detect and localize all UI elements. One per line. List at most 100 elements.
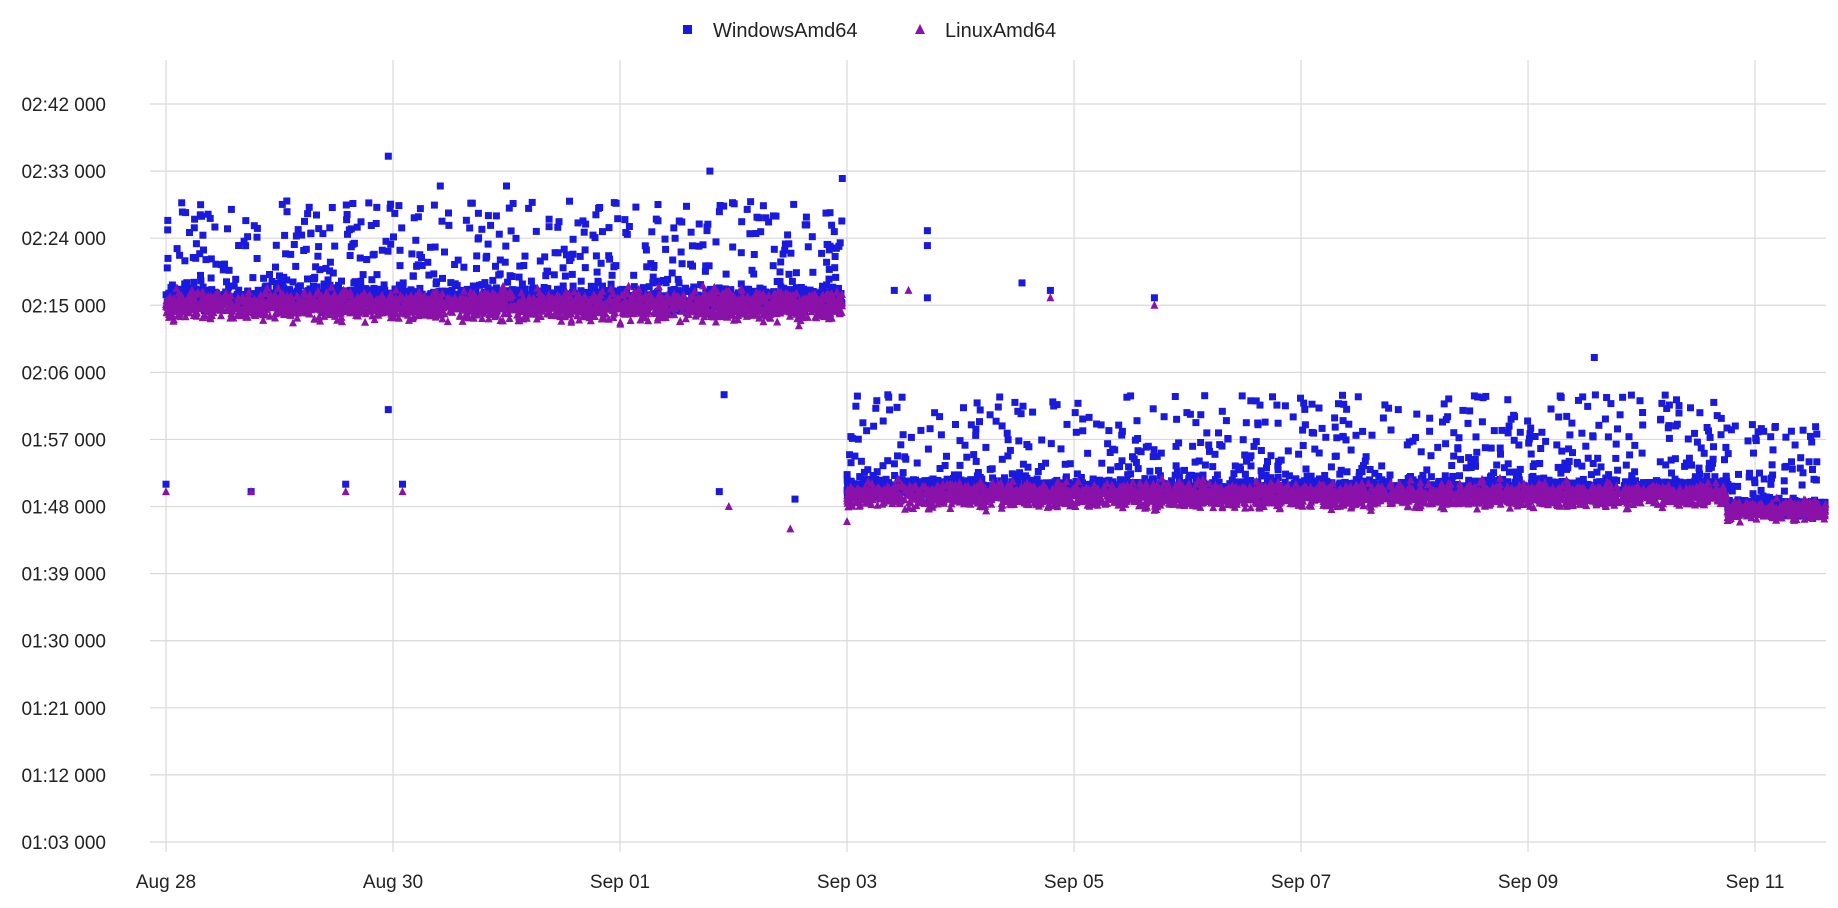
point-windowsamd64 [1333,434,1341,442]
point-windowsamd64 [1536,460,1544,467]
point-windowsamd64 [890,460,898,468]
point-windowsamd64 [1211,450,1219,458]
point-windowsamd64 [1569,449,1576,457]
point-windowsamd64 [1478,418,1486,426]
point-windowsamd64 [1021,472,1029,480]
point-windowsamd64 [1589,460,1597,467]
point-windowsamd64 [1175,473,1183,481]
point-windowsamd64 [1173,467,1181,475]
point-windowsamd64 [1116,476,1124,484]
point-windowsamd64 [460,263,468,271]
point-windowsamd64 [1515,472,1523,480]
point-windowsamd64 [304,210,312,218]
point-windowsamd64 [495,271,503,279]
point-windowsamd64 [1426,427,1434,435]
point-windowsamd64 [1366,466,1374,473]
point-windowsamd64 [1403,441,1411,449]
point-windowsamd64 [1150,446,1158,454]
point-windowsamd64 [287,250,295,258]
point-windowsamd64 [416,205,424,213]
point-windowsamd64 [976,406,984,414]
point-windowsamd64 [1343,468,1351,476]
point-windowsamd64 [859,419,867,427]
point-windowsamd64 [1590,354,1598,361]
point-windowsamd64 [1782,433,1790,441]
point-windowsamd64 [313,284,321,292]
point-windowsamd64 [396,246,404,254]
point-windowsamd64 [1173,415,1181,423]
point-windowsamd64 [1332,452,1340,460]
point-windowsamd64 [518,280,526,288]
point-windowsamd64 [1504,460,1512,468]
point-windowsamd64 [803,221,811,229]
point-windowsamd64 [1568,419,1576,427]
point-windowsamd64 [879,417,887,425]
point-windowsamd64 [702,262,710,270]
point-windowsamd64 [937,431,945,439]
y-tick-label: 01:48 000 [21,498,106,519]
point-windowsamd64 [390,233,397,241]
point-windowsamd64 [1013,471,1021,479]
point-windowsamd64 [931,409,939,417]
point-windowsamd64 [1498,426,1506,434]
point-windowsamd64 [755,214,763,222]
point-windowsamd64 [1687,404,1694,412]
point-windowsamd64 [326,258,334,266]
point-windowsamd64 [1224,435,1232,443]
point-windowsamd64 [295,290,303,298]
point-windowsamd64 [1171,393,1179,400]
point-windowsamd64 [1745,473,1753,481]
point-windowsamd64 [1419,471,1427,479]
point-windowsamd64 [923,294,931,302]
point-windowsamd64 [847,459,855,467]
point-windowsamd64 [525,204,533,212]
point-windowsamd64 [743,205,751,213]
point-windowsamd64 [1111,446,1119,454]
x-tick-label: Aug 28 [136,872,196,893]
point-windowsamd64 [1617,486,1625,494]
point-windowsamd64 [785,270,793,278]
point-windowsamd64 [1656,458,1664,466]
point-windowsamd64 [1057,445,1065,453]
point-windowsamd64 [1527,424,1535,432]
point-windowsamd64 [1084,481,1092,489]
point-windowsamd64 [1673,420,1681,428]
point-windowsamd64 [847,478,855,486]
point-windowsamd64 [970,451,978,459]
point-windowsamd64 [1696,409,1704,417]
point-windowsamd64 [1612,454,1620,462]
point-windowsamd64 [750,288,758,296]
point-windowsamd64 [898,393,906,401]
point-windowsamd64 [589,231,597,239]
point-windowsamd64 [1450,429,1458,437]
point-windowsamd64 [1442,416,1450,424]
point-windowsamd64 [1688,461,1695,469]
point-windowsamd64 [894,452,901,460]
point-windowsamd64 [1591,391,1599,399]
point-windowsamd64 [179,289,187,297]
point-windowsamd64 [1471,456,1479,463]
point-windowsamd64 [777,258,785,266]
point-windowsamd64 [1467,464,1475,471]
point-windowsamd64 [1673,396,1680,404]
point-windowsamd64 [1603,394,1611,401]
point-windowsamd64 [608,271,616,279]
point-windowsamd64 [342,480,350,488]
point-windowsamd64 [1215,429,1222,437]
point-windowsamd64 [1118,457,1126,465]
point-windowsamd64 [1427,452,1435,460]
point-windowsamd64 [311,273,319,281]
point-windowsamd64 [899,431,907,439]
point-windowsamd64 [675,217,683,225]
point-windowsamd64 [554,223,562,231]
y-tick-label: 01:21 000 [21,699,106,720]
point-windowsamd64 [848,434,856,442]
point-windowsamd64 [1316,475,1323,483]
point-windowsamd64 [972,457,980,465]
point-windowsamd64 [1134,435,1142,442]
point-windowsamd64 [1274,419,1282,427]
point-windowsamd64 [973,399,981,407]
point-windowsamd64 [1601,415,1609,423]
point-windowsamd64 [431,243,439,251]
point-windowsamd64 [559,264,567,272]
